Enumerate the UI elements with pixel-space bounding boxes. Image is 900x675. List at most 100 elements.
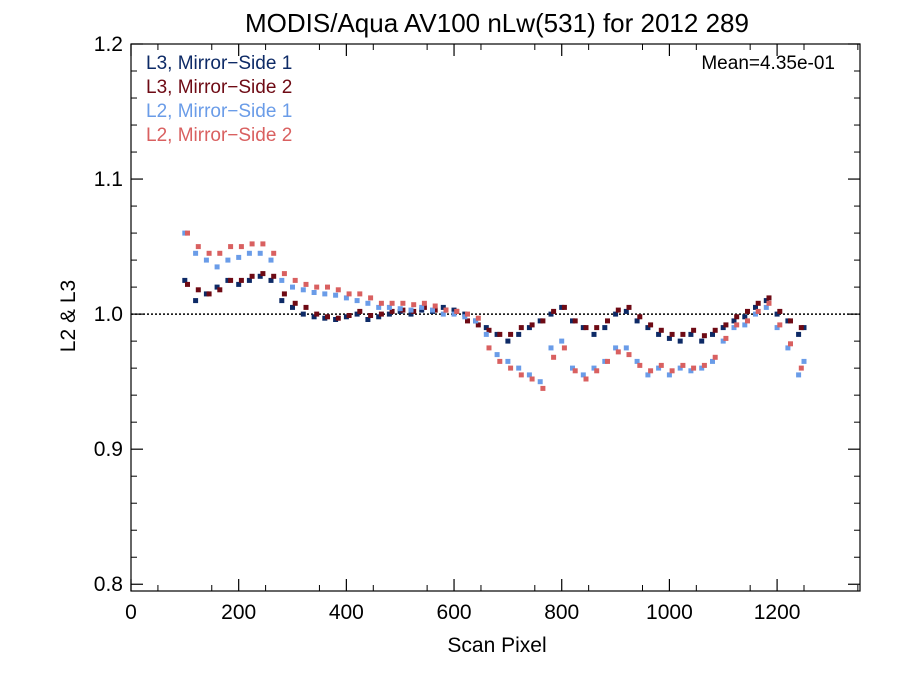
data-point bbox=[378, 300, 384, 306]
data-point bbox=[303, 281, 309, 287]
data-point bbox=[411, 308, 417, 314]
data-point bbox=[451, 311, 457, 317]
data-point bbox=[774, 325, 780, 331]
data-point bbox=[486, 345, 492, 351]
data-point bbox=[656, 365, 662, 371]
data-point bbox=[483, 325, 489, 331]
y-tick-label: 1.1 bbox=[94, 168, 123, 191]
y-axis-label: L2 & L3 bbox=[57, 280, 80, 352]
data-point bbox=[777, 308, 783, 314]
data-point bbox=[518, 325, 524, 331]
data-point bbox=[465, 311, 470, 317]
data-point bbox=[551, 308, 557, 314]
legend-item: L3, Mirror−Side 1 bbox=[146, 53, 292, 74]
data-point bbox=[666, 372, 672, 378]
data-point bbox=[292, 277, 298, 283]
data-point bbox=[203, 257, 209, 263]
data-point bbox=[206, 291, 212, 297]
data-point bbox=[333, 317, 339, 322]
data-point bbox=[343, 295, 349, 301]
data-point bbox=[473, 318, 479, 324]
data-point bbox=[419, 304, 425, 310]
data-point bbox=[365, 317, 371, 322]
data-point bbox=[763, 298, 769, 304]
series-3 bbox=[182, 230, 807, 385]
data-point bbox=[185, 230, 190, 236]
data-point bbox=[443, 307, 449, 313]
data-point bbox=[228, 277, 234, 283]
data-point bbox=[203, 291, 209, 297]
data-point bbox=[645, 372, 651, 378]
data-point bbox=[354, 298, 360, 304]
data-point bbox=[408, 307, 414, 313]
data-point bbox=[699, 338, 705, 344]
data-point bbox=[206, 250, 212, 256]
data-point bbox=[430, 307, 435, 313]
data-point bbox=[688, 368, 694, 374]
data-point bbox=[357, 308, 363, 314]
data-point bbox=[311, 290, 317, 295]
data-point bbox=[637, 362, 643, 368]
legend: L3, Mirror−Side 1 L3, Mirror−Side 2 L2, Mi… bbox=[146, 53, 292, 146]
data-point bbox=[745, 308, 750, 314]
data-point bbox=[303, 304, 309, 310]
data-point bbox=[246, 277, 252, 283]
data-point bbox=[623, 308, 629, 314]
data-point bbox=[626, 304, 632, 310]
data-point bbox=[451, 307, 457, 313]
data-point bbox=[185, 281, 190, 287]
data-point bbox=[378, 311, 384, 317]
data-point bbox=[701, 362, 707, 368]
data-point bbox=[605, 358, 610, 364]
data-point bbox=[497, 358, 503, 364]
data-point bbox=[734, 322, 740, 328]
data-point bbox=[561, 345, 567, 351]
data-point bbox=[580, 325, 586, 331]
data-point bbox=[666, 335, 672, 341]
data-point bbox=[613, 345, 619, 351]
data-point bbox=[462, 314, 468, 320]
data-point bbox=[386, 304, 392, 310]
data-point bbox=[225, 257, 231, 263]
data-point bbox=[720, 325, 726, 331]
data-point bbox=[742, 322, 748, 328]
data-point bbox=[723, 322, 729, 328]
data-point bbox=[774, 311, 780, 317]
data-point bbox=[788, 341, 793, 347]
data-point bbox=[249, 241, 255, 247]
data-point bbox=[343, 314, 349, 320]
data-point bbox=[688, 331, 694, 337]
data-point bbox=[594, 325, 600, 331]
data-point bbox=[572, 368, 578, 374]
x-tick-label: 600 bbox=[437, 601, 472, 624]
data-point bbox=[238, 277, 244, 283]
data-point bbox=[615, 307, 621, 313]
data-point bbox=[281, 291, 287, 297]
data-point bbox=[325, 284, 330, 290]
data-point bbox=[648, 322, 654, 328]
data-point bbox=[796, 331, 802, 337]
data-point bbox=[389, 300, 395, 306]
data-point bbox=[785, 318, 791, 324]
data-point bbox=[314, 284, 320, 290]
data-point bbox=[408, 311, 414, 317]
data-point bbox=[634, 318, 640, 324]
data-point bbox=[290, 284, 295, 290]
data-point bbox=[785, 345, 791, 351]
x-tick-label: 400 bbox=[329, 601, 364, 624]
data-point bbox=[591, 365, 597, 371]
data-point bbox=[766, 300, 772, 306]
data-point bbox=[526, 372, 532, 378]
data-point bbox=[279, 277, 285, 283]
data-point bbox=[268, 257, 274, 263]
data-point bbox=[432, 307, 438, 313]
data-point bbox=[796, 372, 802, 378]
data-point bbox=[801, 358, 807, 364]
data-point bbox=[591, 331, 597, 337]
data-point bbox=[753, 304, 758, 310]
data-point bbox=[214, 264, 220, 270]
data-point bbox=[583, 325, 589, 331]
data-point bbox=[572, 318, 578, 324]
data-point bbox=[400, 307, 406, 313]
data-point bbox=[376, 314, 382, 320]
